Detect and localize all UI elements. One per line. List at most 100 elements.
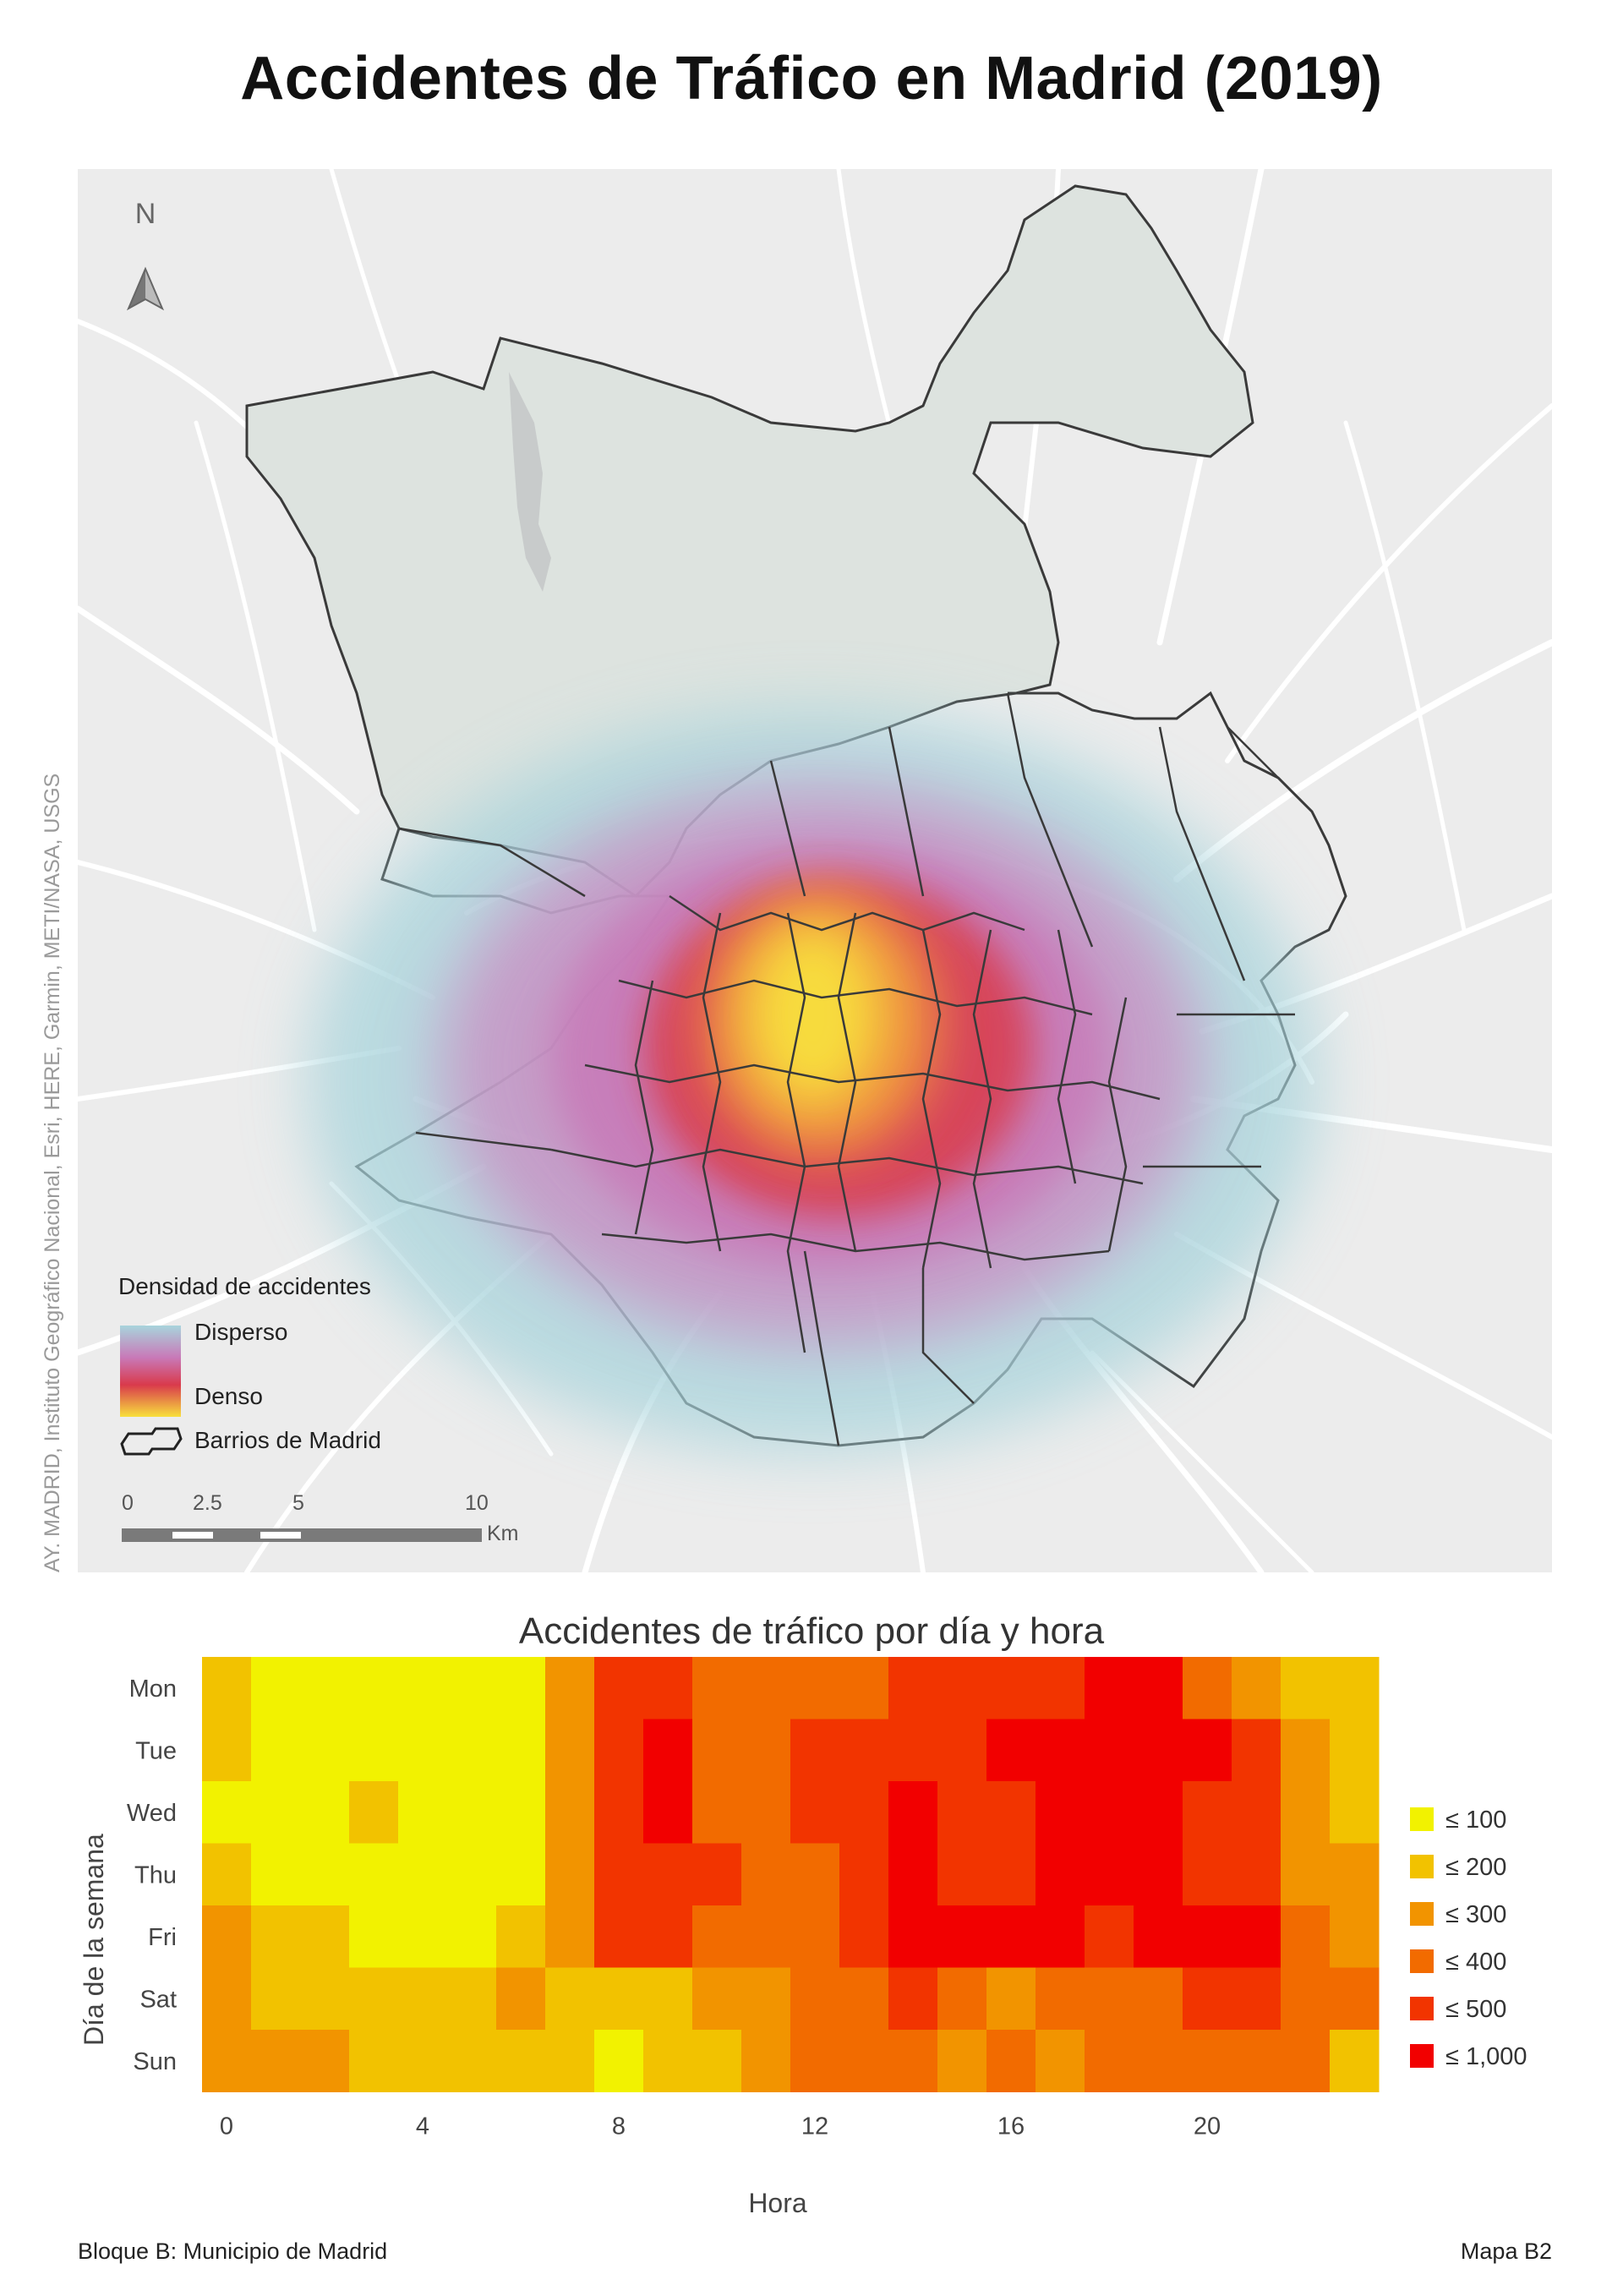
north-arrow-icon (126, 266, 165, 311)
heatmap-cell (398, 1967, 448, 2031)
heatmap-cell (986, 1781, 1036, 1844)
y-tick-label: Tue (135, 1737, 177, 1764)
heatmap-cell (692, 1719, 742, 1782)
heatmap-cell (839, 1843, 889, 1906)
heatmap-cell (1281, 1843, 1331, 1906)
heatmap-cell (398, 1843, 448, 1906)
map-canvas[interactable]: N (78, 169, 1552, 1572)
heatmap-cell (496, 1719, 546, 1782)
heatmap-cell (545, 1905, 595, 1968)
heatmap-cell (496, 1905, 546, 1968)
heatmap-cell (986, 1719, 1036, 1782)
heatmap-cell (643, 1657, 693, 1719)
heatmap-cell (594, 1657, 644, 1719)
heatmap-cell (251, 1719, 301, 1782)
heatmap-cell (349, 1657, 399, 1719)
heatmap-cell (496, 1843, 546, 1906)
heatmap-cell (496, 1967, 546, 2031)
heatmap-cell (1085, 1781, 1134, 1844)
y-tick-label: Sat (139, 1986, 177, 2013)
heatmap-cell (1085, 1843, 1134, 1906)
heatmap-cell (398, 1781, 448, 1844)
heatmap-cell (643, 1905, 693, 1968)
legend-barrios-swatch (120, 1427, 183, 1456)
heatmap-cell (349, 2030, 399, 2092)
heatmap-cell (1330, 1719, 1380, 1782)
map-panel[interactable]: N Densidad de accidentes Disperso Denso … (78, 169, 1552, 1572)
heatmap-cell (447, 1967, 497, 2031)
heatmap-cell (986, 1657, 1036, 1719)
heatmap-cell (594, 1967, 644, 2031)
heatmap-cell (1134, 1657, 1183, 1719)
heatmap-cell (741, 1843, 791, 1906)
heatmap-cell (1134, 1905, 1183, 1968)
heatmap-cell (839, 1719, 889, 1782)
heatmap-cell (692, 1657, 742, 1719)
scale-tick-10: 10 (465, 1491, 489, 1515)
heatmap-cell (398, 1657, 448, 1719)
heatmap-cell (741, 1781, 791, 1844)
heatmap-cell (888, 1781, 938, 1844)
heatmap-cell (888, 1843, 938, 1906)
heatmap-cell (1232, 1657, 1281, 1719)
heatmap-cell (1232, 1781, 1281, 1844)
heatmap-cell (839, 1657, 889, 1719)
heatmap-cell (937, 2030, 987, 2092)
heatmap-cell (741, 1967, 791, 2031)
heatmap-cell (496, 2030, 546, 2092)
heatmap-cell (937, 1719, 987, 1782)
heatmap-cell (202, 1719, 252, 1782)
x-tick-label: 0 (220, 2113, 233, 2140)
heatmap-cell (790, 1843, 840, 1906)
heatmap-cell (496, 1781, 546, 1844)
heatmap-cell (545, 1781, 595, 1844)
heatmap-cell (1330, 1781, 1380, 1844)
heatmap-cell (937, 1781, 987, 1844)
heatmap-cell (1036, 1657, 1085, 1719)
heatmap-cell (888, 1657, 938, 1719)
legend-gradient-swatch (120, 1326, 181, 1417)
scale-tick-0: 0 (122, 1491, 134, 1515)
heatmap-cell (790, 2030, 840, 2092)
barrios-borders (398, 692, 1313, 1446)
legend-swatch (1410, 2044, 1434, 2068)
footer-left: Bloque B: Municipio de Madrid (78, 2239, 388, 2264)
footer-right: Mapa B2 (1460, 2239, 1552, 2264)
legend-swatch (1410, 1997, 1434, 2020)
heatmap-cell (1085, 1719, 1134, 1782)
heatmap-cell (1330, 1843, 1380, 1906)
heatmap-title: Accidentes de tráfico por día y hora (518, 1610, 1105, 1652)
heatmap-cell (986, 1905, 1036, 1968)
heatmap-cell (349, 1967, 399, 2031)
heatmap-cell (1085, 1967, 1134, 2031)
heatmap-cell (1134, 2030, 1183, 2092)
heatmap-cell (202, 1843, 252, 1906)
heatmap-cell (741, 2030, 791, 2092)
heatmap-cell (643, 1719, 693, 1782)
heatmap-cell (937, 1967, 987, 2031)
heatmap-cell (594, 1719, 644, 1782)
density-heat-layer (306, 710, 1320, 1454)
heatmap-cell (1281, 1657, 1331, 1719)
heatmap-cell (545, 1967, 595, 2031)
heatmap-cell (1183, 1719, 1232, 1782)
heatmap-cell (986, 1967, 1036, 2031)
heatmap-cell (1085, 1657, 1134, 1719)
x-tick-label: 20 (1194, 2113, 1221, 2140)
heatmap-cell (1281, 1719, 1331, 1782)
scale-bar (122, 1528, 482, 1542)
legend-label: ≤ 100 (1445, 1807, 1506, 1834)
heatmap-cell (300, 1967, 350, 2031)
heatmap-cell (1183, 1843, 1232, 1906)
heatmap-cell (202, 1905, 252, 1968)
y-tick-label: Sun (133, 2048, 177, 2075)
heatmap-cell (741, 1719, 791, 1782)
heatmap-cell (300, 1843, 350, 1906)
heatmap-cell (1183, 1781, 1232, 1844)
heatmap-cell (1183, 1967, 1232, 2031)
heatmap-cell (202, 2030, 252, 2092)
heatmap-cell (790, 1905, 840, 1968)
heatmap-cell (790, 1967, 840, 2031)
heatmap-cell (1330, 2030, 1380, 2092)
